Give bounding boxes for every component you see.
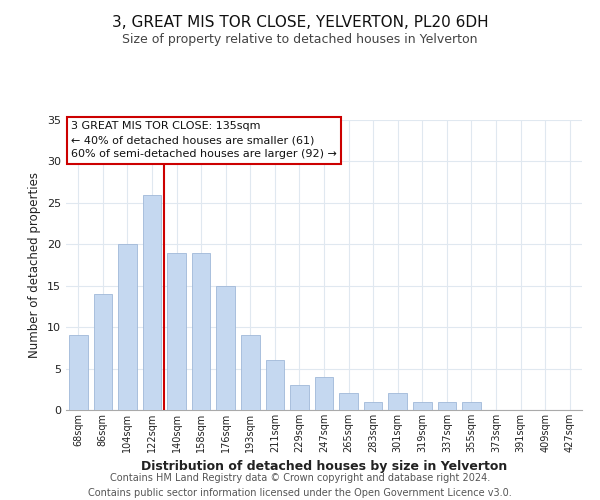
Text: Size of property relative to detached houses in Yelverton: Size of property relative to detached ho…	[122, 32, 478, 46]
Bar	[192, 252, 211, 410]
Bar	[118, 244, 137, 410]
Bar	[266, 360, 284, 410]
X-axis label: Distribution of detached houses by size in Yelverton: Distribution of detached houses by size …	[141, 460, 507, 473]
Text: 3, GREAT MIS TOR CLOSE, YELVERTON, PL20 6DH: 3, GREAT MIS TOR CLOSE, YELVERTON, PL20 …	[112, 15, 488, 30]
Bar	[217, 286, 235, 410]
Bar	[462, 402, 481, 410]
Bar	[290, 385, 308, 410]
Bar	[241, 336, 260, 410]
Bar	[389, 394, 407, 410]
Text: 3 GREAT MIS TOR CLOSE: 135sqm
← 40% of detached houses are smaller (61)
60% of s: 3 GREAT MIS TOR CLOSE: 135sqm ← 40% of d…	[71, 122, 337, 160]
Bar	[167, 252, 186, 410]
Bar	[364, 402, 382, 410]
Bar	[437, 402, 456, 410]
Text: Contains HM Land Registry data © Crown copyright and database right 2024.
Contai: Contains HM Land Registry data © Crown c…	[88, 472, 512, 498]
Bar	[413, 402, 431, 410]
Y-axis label: Number of detached properties: Number of detached properties	[28, 172, 41, 358]
Bar	[143, 194, 161, 410]
Bar	[315, 377, 333, 410]
Bar	[340, 394, 358, 410]
Bar	[94, 294, 112, 410]
Bar	[69, 336, 88, 410]
